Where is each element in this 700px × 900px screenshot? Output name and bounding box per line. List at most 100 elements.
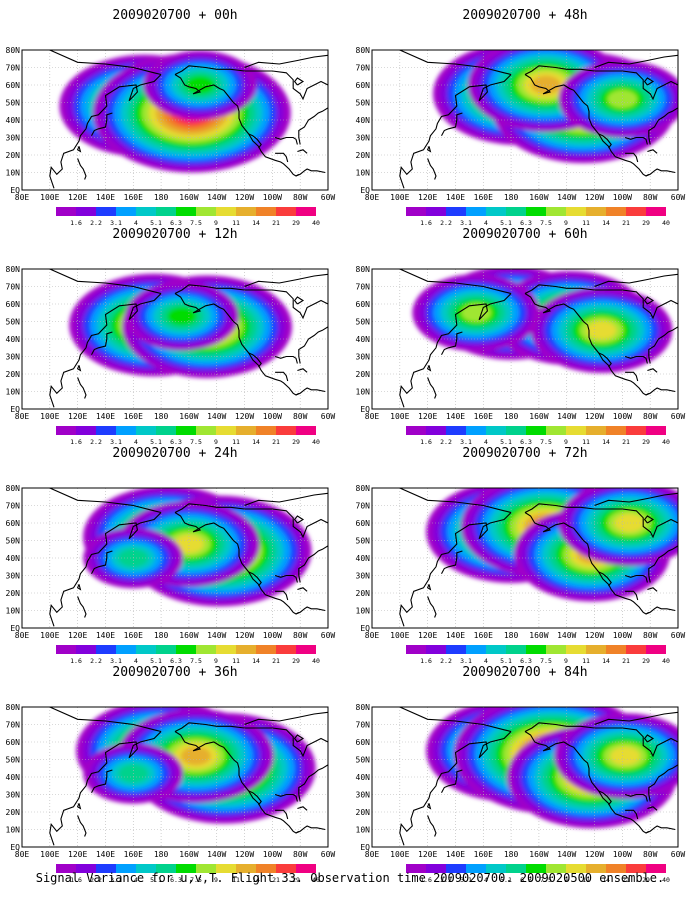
colorbar-label: 40 — [662, 219, 670, 227]
lon-tick-label: 160E — [124, 193, 143, 202]
colorbar-label: 7.5 — [190, 876, 202, 884]
lat-tick-label: 20N — [6, 151, 21, 160]
lat-tick-label: 10N — [6, 607, 21, 616]
lon-tick-label: 140W — [207, 193, 226, 202]
lon-tick-label: 160E — [474, 412, 493, 421]
coastline — [524, 74, 650, 177]
lat-tick-label: 80N — [356, 484, 371, 493]
coastline — [174, 65, 328, 101]
lon-tick-label: 120W — [235, 193, 254, 202]
lon-tick-label: 120E — [418, 631, 437, 640]
coastline — [426, 146, 432, 153]
lat-tick-label: 80N — [6, 265, 21, 274]
lon-tick-label: 80W — [293, 631, 308, 640]
colorbar-label: 21 — [272, 219, 280, 227]
colorbar-swatch — [466, 207, 486, 216]
lon-tick-label: 120W — [235, 850, 254, 859]
colorbar-swatch — [566, 207, 586, 216]
colorbar-swatch — [586, 207, 606, 216]
lon-tick-label: 60W — [321, 412, 336, 421]
colorbar-swatch — [276, 864, 296, 873]
coastline — [295, 168, 326, 177]
colorbar-swatch — [256, 645, 276, 654]
panel-title: 2009020700 + 48h — [462, 8, 588, 23]
colorbar-label: 40 — [312, 219, 320, 227]
colorbar-swatch — [236, 864, 256, 873]
lat-tick-label: 60N — [356, 81, 371, 90]
signal-contour — [185, 75, 216, 95]
coastline — [399, 488, 512, 514]
coastline — [275, 809, 289, 820]
colorbar-label: 2.2 — [440, 438, 452, 446]
lon-tick-label: 180 — [504, 412, 519, 421]
colorbar-label: 1.6 — [70, 876, 82, 884]
coastline — [174, 731, 300, 834]
lon-tick-label: 80E — [15, 631, 30, 640]
coastline — [625, 371, 639, 382]
colorbar-label: 1.6 — [420, 657, 432, 665]
lon-tick-label: 120E — [68, 631, 87, 640]
coastline — [399, 293, 512, 408]
lat-tick-label: EQ — [360, 405, 370, 414]
lon-tick-label: 160W — [179, 631, 198, 640]
lon-tick-label: 140E — [96, 850, 115, 859]
panel-title: 2009020700 + 24h — [112, 446, 238, 461]
signal-contour — [614, 513, 645, 533]
colorbar-label: 40 — [662, 657, 670, 665]
coastline — [174, 293, 300, 396]
lat-tick-label: 10N — [356, 607, 371, 616]
colorbar-label: 6.3 — [520, 438, 532, 446]
colorbar-swatch — [566, 864, 586, 873]
colorbar-swatch — [606, 207, 626, 216]
lat-tick-label: 30N — [356, 572, 371, 581]
lon-tick-label: 120E — [68, 850, 87, 859]
lat-tick-label: 20N — [6, 370, 21, 379]
lat-tick-label: 20N — [356, 370, 371, 379]
lat-tick-label: 40N — [356, 116, 371, 125]
colorbar-swatch — [96, 207, 116, 216]
coastline — [293, 734, 305, 743]
colorbar-label: 14 — [602, 657, 610, 665]
lon-tick-label: 100W — [263, 631, 282, 640]
lat-tick-label: 40N — [6, 335, 21, 344]
colorbar-label: 40 — [312, 876, 320, 884]
coastline — [594, 273, 678, 288]
coastline — [174, 74, 300, 177]
lon-tick-label: 100E — [40, 631, 59, 640]
colorbar-swatch — [256, 426, 276, 435]
lat-tick-label: 70N — [356, 721, 371, 730]
colorbar-swatch — [56, 207, 76, 216]
map-panel: 2009020700 + 84h 80N 70N 60N 50N 40N 30N 20N 10N… — [350, 665, 700, 887]
lon-tick-label: 140W — [557, 193, 576, 202]
colorbar-label: 40 — [312, 438, 320, 446]
colorbar-swatch — [256, 864, 276, 873]
colorbar-label: 6.3 — [170, 438, 182, 446]
coastline — [441, 769, 463, 794]
lon-tick-label: 80E — [15, 412, 30, 421]
colorbar-label: 4 — [484, 219, 488, 227]
colorbar-label: 11 — [582, 219, 590, 227]
colorbar-label: 5.1 — [500, 657, 512, 665]
coastline — [274, 574, 298, 583]
lon-tick-label: 60W — [321, 631, 336, 640]
lat-tick-label: 60N — [6, 738, 21, 747]
colorbar-label: 9 — [564, 876, 568, 884]
colorbar-label: 4 — [484, 438, 488, 446]
lat-tick-label: 50N — [356, 318, 371, 327]
colorbar-label: 3.1 — [110, 219, 122, 227]
lat-tick-label: EQ — [360, 186, 370, 195]
colorbar-label: 5.1 — [150, 876, 162, 884]
colorbar-swatch — [466, 426, 486, 435]
lon-tick-label: 140W — [557, 412, 576, 421]
lat-tick-label: EQ — [10, 405, 20, 414]
lon-tick-label: 180 — [504, 631, 519, 640]
panel-title: 2009020700 + 60h — [462, 227, 588, 242]
colorbar-swatch — [276, 207, 296, 216]
colorbar-swatch — [276, 645, 296, 654]
signal-contour — [586, 321, 617, 340]
coastline — [643, 734, 655, 743]
lat-tick-label: 30N — [356, 134, 371, 143]
colorbar-label: 6.3 — [170, 876, 182, 884]
lat-tick-label: 20N — [6, 808, 21, 817]
